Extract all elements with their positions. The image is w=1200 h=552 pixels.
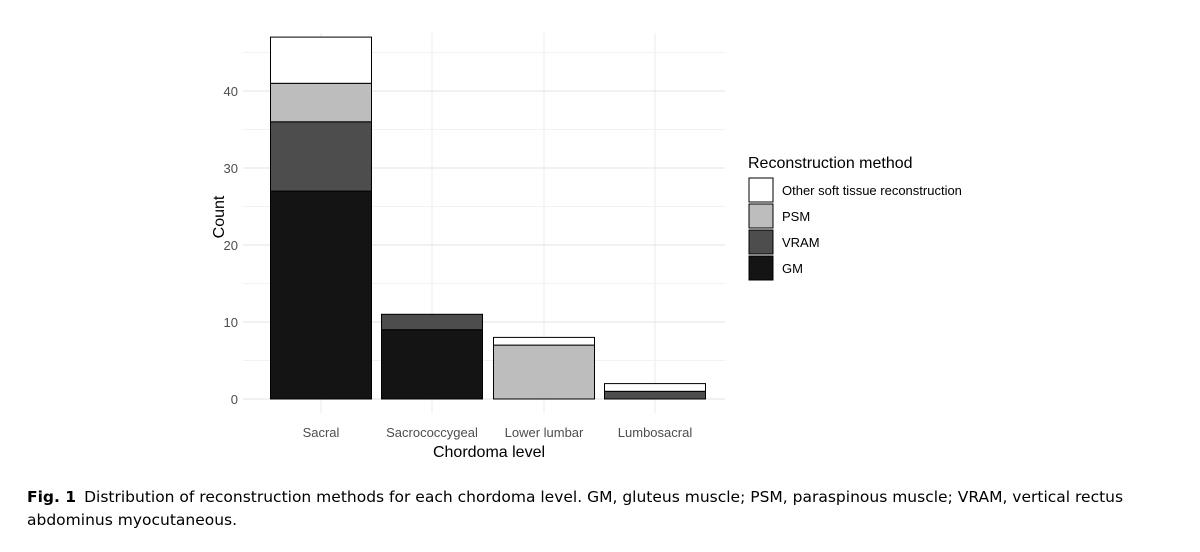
bar-segment [381,329,483,400]
bar-segment [604,383,706,392]
y-axis-title: Count [211,195,228,238]
legend-key [748,177,774,203]
legend-key [748,203,774,229]
x-tick-label: Lower lumbar [505,425,584,440]
legend-label: GM [782,261,803,276]
legend-title: Reconstruction method [748,155,913,172]
x-tick-label: Lumbosacral [618,425,693,440]
bar-segment [270,190,372,400]
y-tick-label: 10 [224,315,238,330]
y-tick-label: 40 [224,84,238,99]
bar-segment [270,36,372,84]
bar-segment [493,336,595,346]
figure-caption: Fig. 1 Distribution of reconstruction met… [27,486,1177,532]
x-tick-label: Sacral [303,425,340,440]
stacked-bar-chart: 0 10 20 30 40 Sacral Sacrococcygeal Lower lumb… [211,33,962,461]
y-axis-ticks: 0 10 20 30 40 [224,84,238,407]
x-axis-ticks: Sacral Sacrococcygeal Lower lumbar Lumbosac… [303,425,693,440]
caption-label: Fig. 1 [27,488,77,506]
bar-segment [604,390,706,400]
caption-text: Distribution of reconstruction methods f… [27,488,1124,529]
legend-label: Other soft tissue reconstruction [782,183,962,198]
bar-segment [493,344,595,400]
bar-segment [270,82,372,123]
bar-segment [270,121,372,192]
y-tick-label: 0 [231,392,238,407]
legend-label: VRAM [782,235,820,250]
x-tick-label: Sacrococcygeal [386,425,478,440]
bar-stacks [270,36,706,400]
y-tick-label: 20 [224,238,238,253]
legend-key [748,229,774,255]
legend-key [748,255,774,281]
y-tick-label: 30 [224,161,238,176]
bar-segment [381,313,483,331]
x-axis-title: Chordoma level [433,444,545,461]
legend: Reconstruction method Other soft tissue … [748,155,962,281]
legend-label: PSM [782,209,810,224]
